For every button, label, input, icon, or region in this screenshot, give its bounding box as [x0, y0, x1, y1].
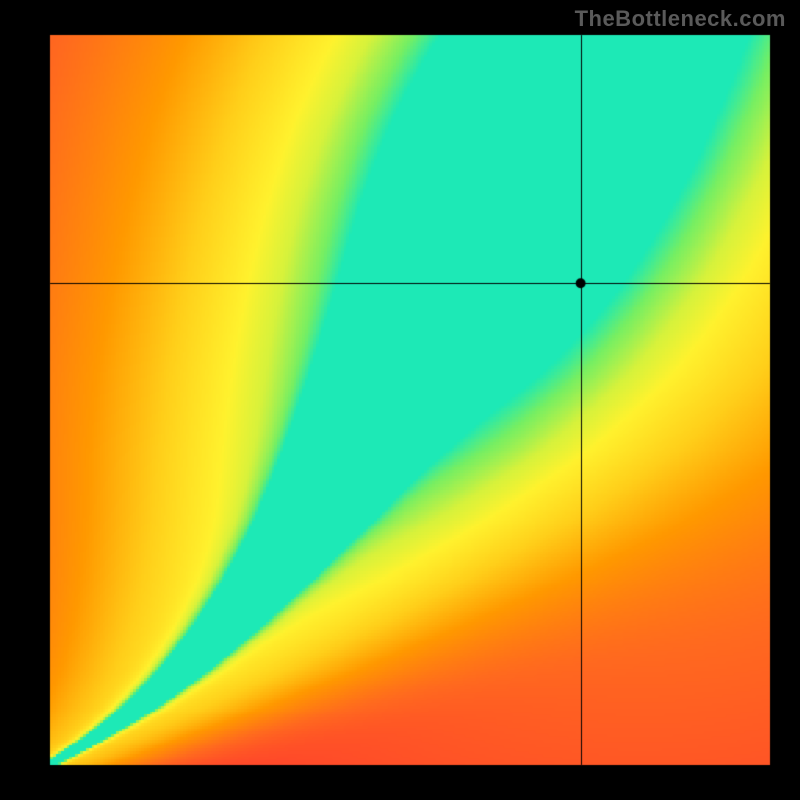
chart-container: TheBottleneck.com — [0, 0, 800, 800]
watermark-text: TheBottleneck.com — [575, 6, 786, 32]
overlay-canvas — [0, 0, 800, 800]
